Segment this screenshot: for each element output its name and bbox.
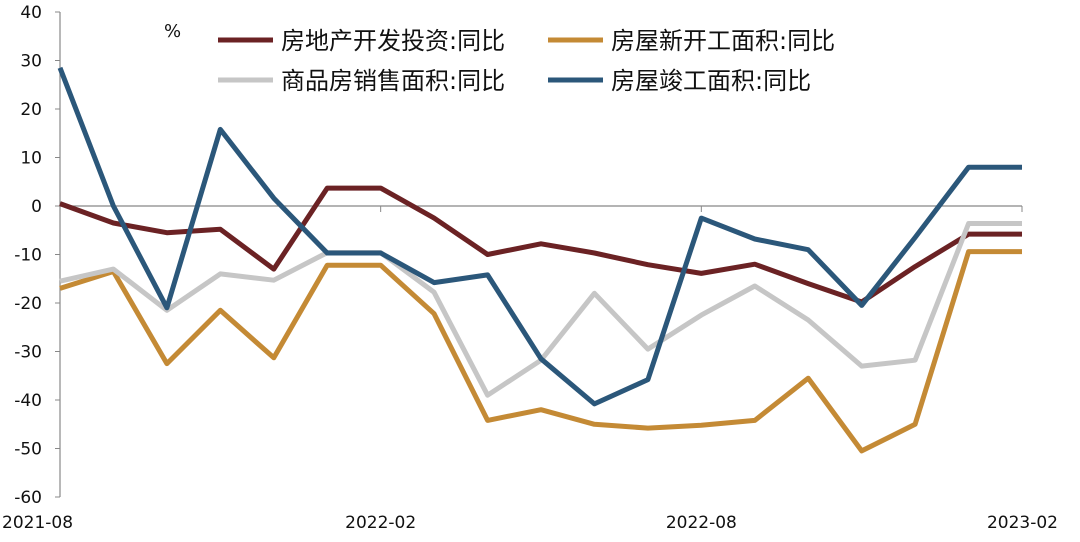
- x-tick-label: 2023-02: [987, 513, 1058, 533]
- y-tick-label: 20: [20, 100, 42, 120]
- legend-label-1: 房屋新开工面积:同比: [611, 27, 835, 55]
- legend-label-0: 房地产开发投资:同比: [281, 27, 505, 55]
- y-tick-label: -10: [14, 246, 42, 266]
- y-tick-label: -60: [14, 488, 42, 508]
- y-tick-label: 30: [20, 52, 42, 72]
- y-tick-label: 10: [20, 149, 42, 169]
- y-tick-label: 40: [20, 3, 42, 23]
- y-tick-label: -50: [14, 440, 42, 460]
- x-tick-label: 2022-08: [666, 513, 737, 533]
- series-lines: [60, 68, 1022, 451]
- series-line-2: [60, 224, 1022, 396]
- y-tick-label: -20: [14, 294, 42, 314]
- y-tick-label: 0: [31, 197, 42, 217]
- series-line-3: [60, 68, 1022, 404]
- y-tick-label: -30: [14, 343, 42, 363]
- legend-label-2: 商品房销售面积:同比: [281, 67, 505, 95]
- unit-label: %: [164, 21, 181, 42]
- axes: 40 30 20 10 0 -10 -20 -30 -40 -50 -60 2021-08 2022-0…: [2, 3, 1058, 533]
- x-tick-label: 2021-08: [2, 513, 73, 533]
- legend-label-3: 房屋竣工面积:同比: [611, 67, 811, 95]
- y-tick-label: -40: [14, 391, 42, 411]
- x-tick-label: 2022-02: [345, 513, 416, 533]
